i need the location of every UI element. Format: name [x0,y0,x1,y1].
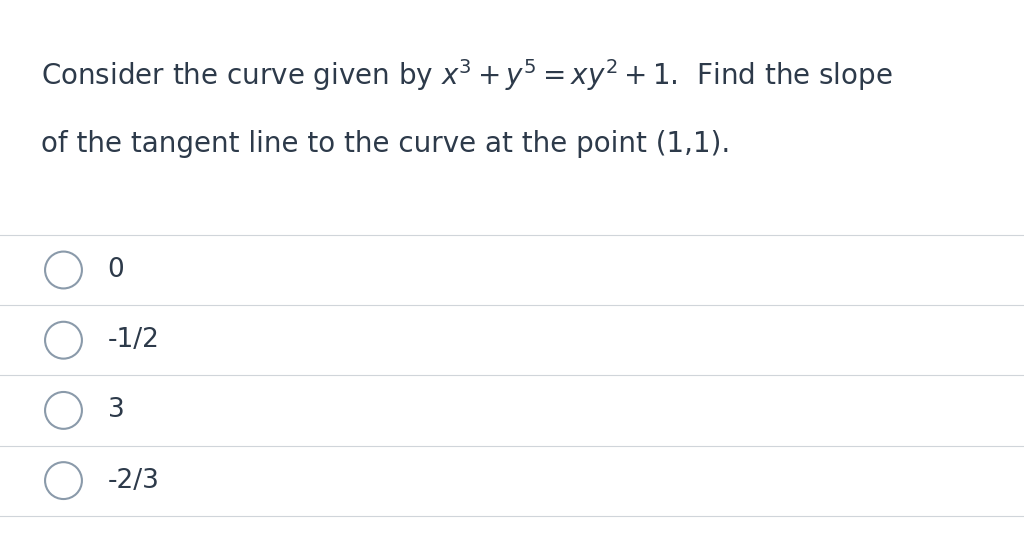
Text: -1/2: -1/2 [108,327,160,353]
Text: of the tangent line to the curve at the point (1,1).: of the tangent line to the curve at the … [41,130,730,158]
Text: Consider the curve given by $x^3 + y^5 = xy^2 + 1$.  Find the slope: Consider the curve given by $x^3 + y^5 =… [41,57,893,92]
Text: -2/3: -2/3 [108,468,160,494]
Text: 3: 3 [108,397,124,423]
Text: 0: 0 [108,257,124,283]
